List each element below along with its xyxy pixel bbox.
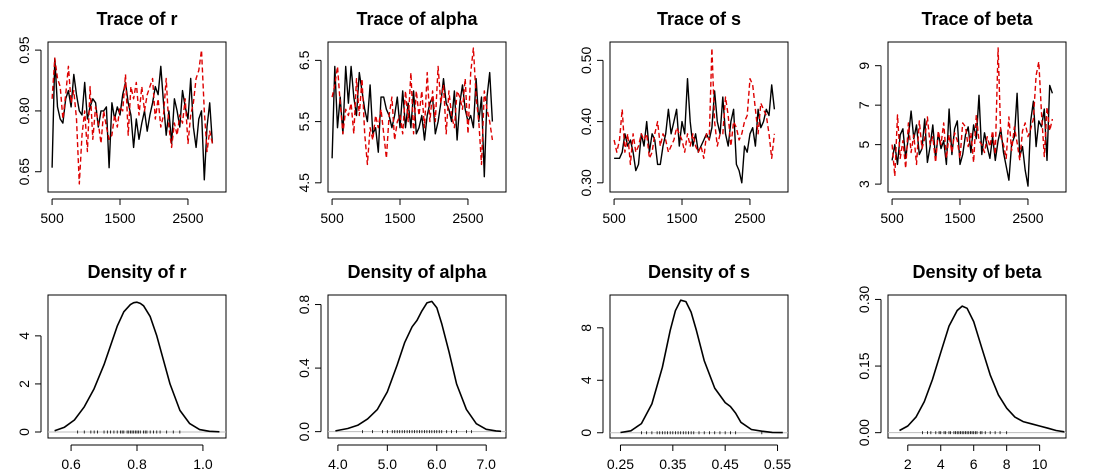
y-tick-label: 0	[578, 429, 594, 437]
density-curve	[335, 300, 502, 433]
panel-trace-3: Trace of beta 500 1500 2500 3 5 7 9	[856, 9, 1067, 226]
y-tick-label: 0.50	[578, 47, 594, 74]
trace-series-1	[614, 77, 776, 184]
y-tick-label: 0.80	[16, 97, 32, 124]
x-tick-label: 2500	[452, 210, 483, 226]
x-tick-label: 4.0	[328, 456, 348, 472]
chart-title: Density of beta	[912, 262, 1042, 282]
density-curve	[899, 305, 1065, 433]
panel-trace-1: Trace of alpha 500 1500 2500 4.5 5.5 6.5	[296, 9, 507, 226]
y-tick-label: 6.5	[296, 50, 312, 70]
plot-frame	[47, 41, 227, 193]
trace-series-2	[891, 47, 1054, 177]
density-curve	[54, 301, 220, 433]
y-tick-label: 5	[856, 141, 872, 149]
y-tick-label: 5.5	[296, 112, 312, 132]
x-tick-label: 500	[320, 210, 344, 226]
y-tick-label: 0.8	[296, 295, 312, 315]
y-tick-label: 2	[16, 380, 32, 388]
y-tick-label: 4	[16, 332, 32, 340]
plot-frame	[47, 294, 227, 439]
plot-frame	[327, 41, 507, 193]
plot-frame	[327, 294, 507, 439]
chart-title: Density of s	[648, 262, 750, 282]
panel-density-0: Density of r 0.6 0.8 1.0 0 2 4	[16, 262, 227, 472]
y-tick-label: 8	[578, 324, 594, 332]
x-tick-label: 2500	[734, 210, 765, 226]
x-tick-label: 5.0	[378, 456, 398, 472]
x-tick-label: 1500	[666, 210, 697, 226]
plot-frame	[887, 294, 1067, 439]
trace-series-2	[331, 47, 494, 166]
plot-frame	[609, 294, 789, 439]
chart-title: Density of alpha	[347, 262, 487, 282]
panel-density-1: Density of alpha 4.0 5.0 6.0 7.0 0.0 0.4 0.8	[296, 262, 507, 472]
x-tick-label: 4	[937, 456, 945, 472]
x-tick-label: 8	[1003, 456, 1011, 472]
panel-trace-0: Trace of r 500 1500 2500 0.65 0.80 0.95	[16, 9, 227, 226]
x-tick-label: 500	[40, 210, 64, 226]
x-tick-label: 6	[970, 456, 978, 472]
x-tick-label: 1500	[384, 210, 415, 226]
chart-title: Trace of s	[657, 9, 741, 29]
chart-title: Density of r	[87, 262, 186, 282]
x-tick-label: 6.0	[427, 456, 447, 472]
x-tick-label: 0.6	[61, 456, 81, 472]
chart-title: Trace of r	[96, 9, 177, 29]
y-tick-label: 0.15	[856, 352, 872, 379]
chart-title: Trace of beta	[921, 9, 1033, 29]
trace-series-1	[51, 57, 214, 181]
panel-density-2: Density of s 0.25 0.35 0.45 0.55 0 4 8	[578, 262, 791, 472]
trace-series-2	[51, 49, 214, 185]
x-tick-label: 10	[1032, 456, 1048, 472]
x-tick-label: 1500	[104, 210, 135, 226]
y-tick-label: 0.30	[856, 286, 872, 313]
x-tick-label: 0.55	[764, 456, 791, 472]
plot-frame	[609, 41, 789, 193]
x-tick-label: 1500	[944, 210, 975, 226]
x-tick-label: 1.0	[193, 456, 213, 472]
x-tick-label: 0.8	[127, 456, 147, 472]
y-tick-label: 0	[16, 428, 32, 436]
y-tick-label: 0.65	[16, 158, 32, 185]
y-tick-label: 3	[856, 180, 872, 188]
trace-series-1	[891, 84, 1054, 187]
panel-trace-2: Trace of s 500 1500 2500 0.30 0.40 0.50	[578, 9, 789, 226]
panel-density-3: Density of beta 2 4 6 8 10 0.00 0.15 0.30	[856, 262, 1067, 472]
y-tick-label: 0.40	[578, 108, 594, 135]
y-tick-label: 4.5	[296, 173, 312, 193]
plot-frame	[887, 41, 1067, 193]
y-tick-label: 0.95	[16, 36, 32, 63]
density-curve	[620, 299, 783, 434]
y-tick-label: 7	[856, 101, 872, 109]
x-tick-label: 2500	[172, 210, 203, 226]
x-tick-label: 0.35	[659, 456, 686, 472]
x-tick-label: 7.0	[476, 456, 496, 472]
y-tick-label: 0.00	[856, 419, 872, 446]
trace-series-2	[613, 47, 776, 166]
x-tick-label: 2	[904, 456, 912, 472]
y-tick-label: 0.4	[296, 358, 312, 378]
y-tick-label: 9	[856, 62, 872, 70]
x-tick-label: 500	[602, 210, 626, 226]
y-tick-label: 4	[578, 376, 594, 384]
y-tick-label: 0.30	[578, 169, 594, 196]
x-tick-label: 2500	[1012, 210, 1043, 226]
x-tick-label: 0.45	[712, 456, 739, 472]
x-tick-label: 0.25	[607, 456, 634, 472]
chart-title: Trace of alpha	[356, 9, 478, 29]
y-tick-label: 0.0	[296, 422, 312, 442]
x-tick-label: 500	[880, 210, 904, 226]
